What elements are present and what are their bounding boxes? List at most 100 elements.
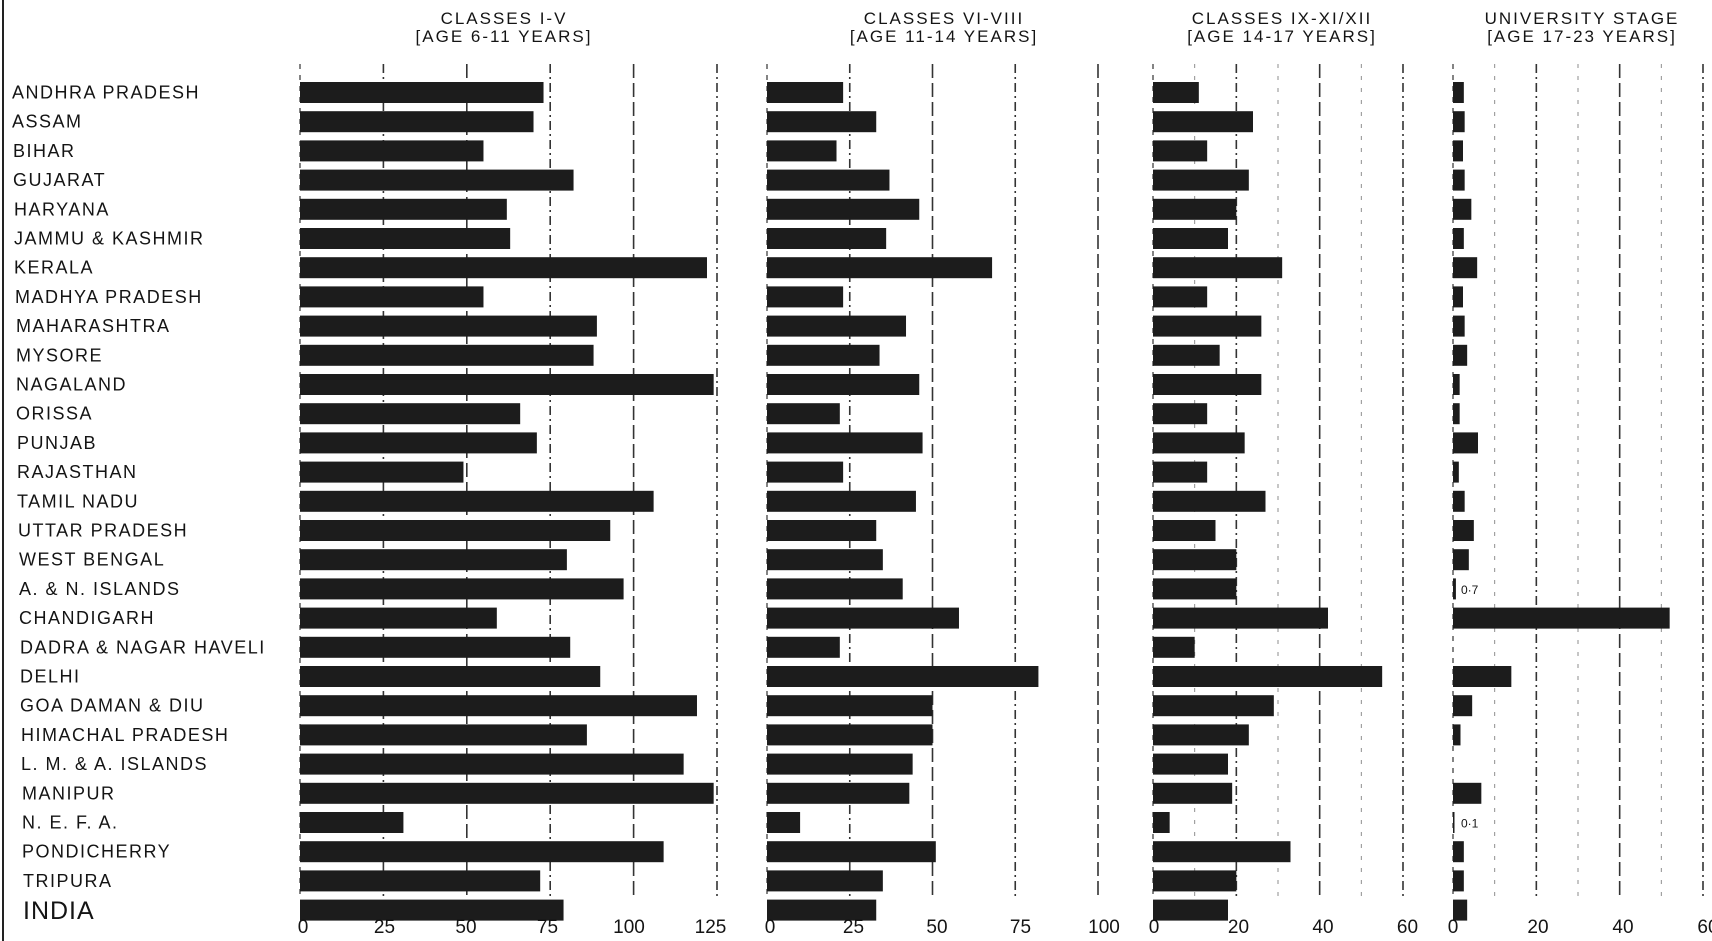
bar-p4-haryana xyxy=(1453,198,1472,220)
bar-p3-haryana xyxy=(1153,198,1237,220)
category-label-nagaland: NAGALAND xyxy=(16,375,127,395)
tick-label-p2-1: 25 xyxy=(843,917,864,938)
bar-p1-punjab xyxy=(300,432,537,454)
annotation-a-and-n-islands: 0·7 xyxy=(1461,583,1479,597)
bar-p1-tripura xyxy=(300,870,541,892)
bar-p4-nagaland xyxy=(1453,374,1460,395)
bar-p2-punjab xyxy=(767,432,923,454)
category-label-rajasthan: RAJASTHAN xyxy=(17,462,138,482)
tick-label-p2-3: 75 xyxy=(1010,917,1031,938)
bar-p3-chandigarh xyxy=(1153,607,1328,629)
bar-p3-madhya-pradesh xyxy=(1153,286,1208,308)
bar-p3-tamil-nadu xyxy=(1153,490,1266,512)
bar-p3-india xyxy=(1153,899,1228,921)
bar-p4-uttar-pradesh xyxy=(1453,520,1474,541)
category-label-madhya-pradesh: MADHYA PRADESH xyxy=(15,287,203,307)
bar-p4-madhya-pradesh xyxy=(1453,286,1463,308)
bar-p3-gujarat xyxy=(1153,169,1249,191)
bar-p4-a-and-n-islands xyxy=(1453,578,1456,600)
bar-p2-tripura xyxy=(767,870,883,892)
panel-title-2: CLASSES VI-VIII xyxy=(864,9,1024,28)
tick-label-p3-1: 20 xyxy=(1228,917,1249,938)
bar-p2-manipur xyxy=(767,782,910,804)
bar-p1-jammu-and-kashmir xyxy=(300,228,511,249)
left-edge-rule xyxy=(2,0,4,941)
category-label-kerala: KERALA xyxy=(14,258,94,278)
bar-p4-jammu-and-kashmir xyxy=(1453,228,1464,249)
tick-label-p3-0: 0 xyxy=(1149,917,1160,938)
bar-p4-kerala xyxy=(1453,257,1478,279)
tick-label-p2-4: 100 xyxy=(1088,917,1120,938)
bar-p1-haryana xyxy=(300,198,507,220)
bar-p2-tamil-nadu xyxy=(767,490,916,512)
bar-p3-uttar-pradesh xyxy=(1153,520,1216,541)
panel-subtitle-3: [AGE 14-17 YEARS] xyxy=(1187,27,1377,46)
bar-p3-himachal-pradesh xyxy=(1153,724,1249,746)
bar-p2-kerala xyxy=(767,257,993,279)
bar-p4-tamil-nadu xyxy=(1453,490,1465,512)
bar-p1-kerala xyxy=(300,257,707,279)
bar-p4-andhra-pradesh xyxy=(1453,82,1464,103)
bar-p2-west-bengal xyxy=(767,549,883,571)
bar-p2-orissa xyxy=(767,403,840,425)
category-label-n-e-f-a: N. E. F. A. xyxy=(22,813,119,833)
bar-p2-assam xyxy=(767,111,877,133)
tick-label-p3-3: 60 xyxy=(1397,917,1418,938)
category-label-tripura: TRIPURA xyxy=(23,871,113,891)
bar-p1-l-m-and-a-islands xyxy=(300,753,684,775)
bar-p1-west-bengal xyxy=(300,549,567,571)
bar-p4-maharashtra xyxy=(1453,315,1465,337)
bar-p3-delhi xyxy=(1153,666,1383,687)
bar-p4-india xyxy=(1453,899,1468,921)
panel-title-1: CLASSES I-V xyxy=(441,9,568,28)
bar-p3-goa-daman-and-diu xyxy=(1153,695,1274,717)
category-label-mysore: MYSORE xyxy=(16,345,103,365)
bar-p4-manipur xyxy=(1453,782,1482,804)
panel-subtitle-2: [AGE 11-14 YEARS] xyxy=(850,27,1038,46)
bar-p1-dadra-and-nagar-haveli xyxy=(300,636,571,658)
bar-p1-india xyxy=(300,899,564,921)
bar-p1-assam xyxy=(300,111,534,133)
bar-p1-madhya-pradesh xyxy=(300,286,484,308)
bar-p1-chandigarh xyxy=(300,607,497,629)
bar-p4-punjab xyxy=(1453,432,1478,454)
bar-p1-andhra-pradesh xyxy=(300,82,544,103)
bar-p3-tripura xyxy=(1153,870,1237,892)
bar-p2-chandigarh xyxy=(767,607,959,629)
category-label-manipur: MANIPUR xyxy=(22,783,116,803)
bar-p2-a-and-n-islands xyxy=(767,578,903,600)
tick-label-p1-5: 125 xyxy=(695,917,727,938)
bar-p3-dadra-and-nagar-haveli xyxy=(1153,636,1195,658)
bar-p2-haryana xyxy=(767,198,920,220)
bar-p3-nagaland xyxy=(1153,374,1262,395)
bar-p4-rajasthan xyxy=(1453,461,1459,483)
bar-p1-bihar xyxy=(300,140,484,162)
category-label-west-bengal: WEST BENGAL xyxy=(19,550,165,570)
bar-p3-mysore xyxy=(1153,344,1220,366)
bar-p1-rajasthan xyxy=(300,461,464,483)
category-label-goa-daman-and-diu: GOA DAMAN & DIU xyxy=(20,696,205,716)
tick-label-p2-2: 50 xyxy=(926,917,947,938)
bar-p3-west-bengal xyxy=(1153,549,1237,571)
bar-p1-tamil-nadu xyxy=(300,490,654,512)
bar-p3-jammu-and-kashmir xyxy=(1153,228,1228,249)
tick-label-p1-0: 0 xyxy=(298,917,309,938)
bar-p1-n-e-f-a xyxy=(300,812,404,833)
category-label-tamil-nadu: TAMIL NADU xyxy=(17,491,139,511)
category-label-andhra-pradesh: ANDHRA PRADESH xyxy=(12,83,200,103)
bar-p2-l-m-and-a-islands xyxy=(767,753,913,775)
bar-p1-mysore xyxy=(300,344,594,366)
bar-p2-madhya-pradesh xyxy=(767,286,844,308)
bar-p2-bihar xyxy=(767,140,837,162)
bar-p4-pondicherry xyxy=(1453,841,1464,863)
category-label-india: INDIA xyxy=(23,897,95,925)
bar-p3-maharashtra xyxy=(1153,315,1262,337)
bar-p4-chandigarh xyxy=(1453,607,1670,629)
bar-p2-maharashtra xyxy=(767,315,907,337)
panel-subtitle-4: [AGE 17-23 YEARS] xyxy=(1487,27,1677,46)
tick-label-p4-0: 0 xyxy=(1448,917,1459,938)
bar-p4-assam xyxy=(1453,111,1465,133)
bar-p3-a-and-n-islands xyxy=(1153,578,1237,600)
bar-p1-himachal-pradesh xyxy=(300,724,587,746)
